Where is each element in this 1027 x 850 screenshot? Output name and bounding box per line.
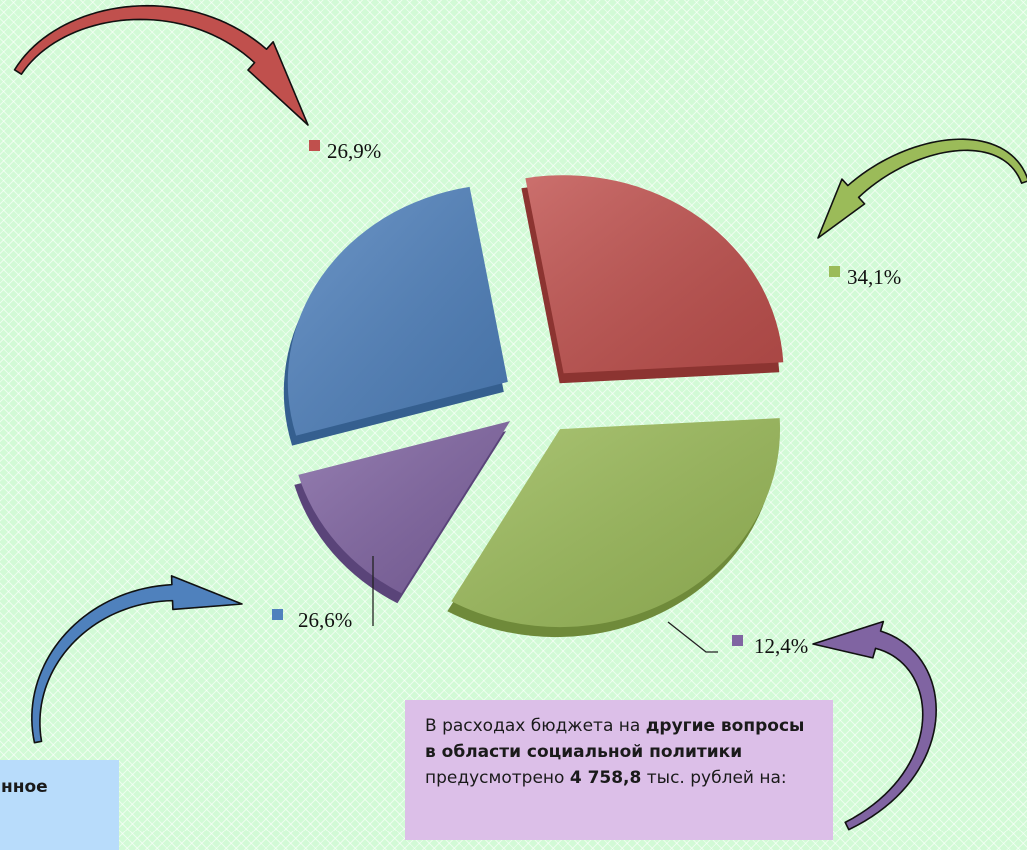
- pie-slice-3: [294, 421, 511, 604]
- note-text-2: другие вопросы в области социальной поли…: [425, 716, 805, 762]
- purple-arrow-icon: [812, 620, 937, 831]
- note-amount: 4 758,8: [569, 768, 642, 788]
- slice-label-swatch-2: [829, 266, 840, 277]
- pie-slice-4: [283, 186, 508, 446]
- budget-note: В расходах бюджета на другие вопросы в о…: [405, 700, 833, 840]
- slice-label-swatch-4: [272, 609, 283, 620]
- red-arrow-icon: [13, 4, 309, 126]
- slice-label-swatch-1: [309, 140, 320, 151]
- left-note-text: нное: [1, 777, 48, 797]
- pie-slice-1: [521, 175, 784, 384]
- green-arrow-icon: [817, 138, 1027, 239]
- left-note: нное: [0, 760, 119, 850]
- pie-slice-shade-1: [525, 175, 784, 374]
- note-text-3: предусмотрено: [425, 768, 570, 788]
- slice-label-swatch-3: [732, 635, 743, 646]
- pie-slice-shade-3: [298, 421, 511, 594]
- pie-slice-2: [447, 418, 781, 638]
- pie-chart: 26,9% 34,1% 12,4% 26,6%: [13, 4, 1027, 831]
- slice-label-4: 26,6%: [298, 608, 352, 632]
- leader-line-3: [667, 621, 718, 653]
- pie-slice-shade-2: [451, 418, 781, 628]
- slice-label-2: 34,1%: [847, 265, 901, 289]
- pie-slice-shade-4: [287, 186, 508, 436]
- blue-arrow-icon: [31, 575, 243, 744]
- slice-label-3: 12,4%: [754, 634, 808, 658]
- note-text-1: В расходах бюджета на: [425, 716, 646, 736]
- slice-label-1: 26,9%: [327, 139, 381, 163]
- note-text-5: тыс. рублей на:: [641, 768, 787, 788]
